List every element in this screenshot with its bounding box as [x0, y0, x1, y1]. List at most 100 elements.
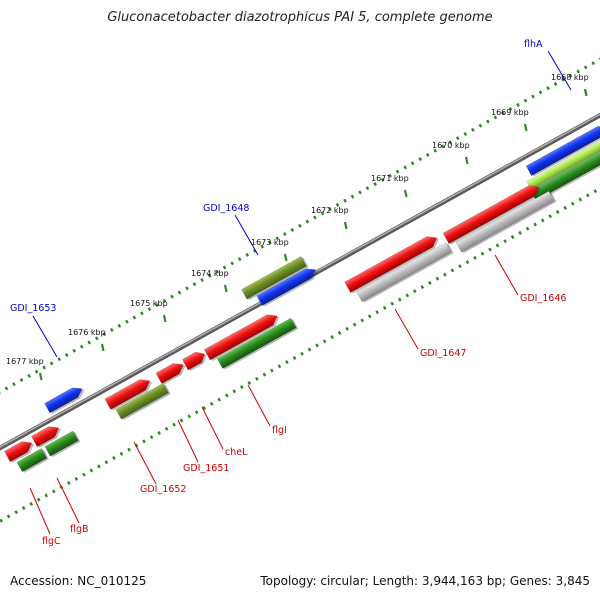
tick-dot	[142, 439, 146, 444]
feature-gdi1648-olive	[241, 256, 309, 301]
tick-dot	[51, 489, 56, 494]
tick-label: 1669 kbp	[491, 108, 529, 117]
tick-dot	[335, 202, 340, 207]
tick-dot	[155, 303, 159, 307]
tick-dot	[119, 451, 124, 456]
tick-dot	[380, 177, 385, 182]
tick-dot	[94, 336, 99, 341]
tick-dot	[157, 431, 161, 435]
tick-label: 1670 kbp	[432, 141, 470, 150]
tick-dot	[315, 343, 319, 348]
tick-mark	[343, 221, 348, 230]
tick-dot	[132, 315, 137, 320]
tick-dot	[255, 376, 259, 381]
tick-dot	[6, 514, 11, 519]
tick-labels: 1668 kbp 1669 kbp 1670 kbp 1671 kbp 1672 kbp…	[6, 73, 589, 381]
tick-dot	[27, 373, 31, 378]
tick-dot	[428, 280, 432, 285]
tick-dot	[343, 198, 347, 203]
tick-dot	[42, 365, 46, 370]
leader-line	[201, 406, 224, 450]
tick-dot	[410, 161, 415, 166]
tick-dot	[0, 390, 1, 395]
tick-dot	[12, 382, 16, 387]
topology-summary: Topology: circular; Length: 3,944,163 bp…	[260, 574, 590, 588]
tick-dot	[390, 301, 395, 306]
tick-dot	[388, 173, 392, 178]
tick-dot	[525, 226, 530, 231]
tick-dot	[531, 94, 535, 99]
tick-mark	[223, 284, 228, 293]
tick-dot	[290, 227, 295, 232]
tick-dot	[345, 326, 349, 331]
tick-dot	[19, 378, 24, 382]
tick-dot	[488, 247, 492, 252]
tick-dot	[162, 298, 167, 303]
tick-mark	[403, 189, 408, 198]
tick-dot	[305, 219, 310, 224]
tick-dot	[127, 447, 131, 452]
tick-dot	[478, 123, 483, 128]
tick-dot	[149, 435, 154, 440]
tick-dot	[66, 481, 71, 485]
tick-dot	[307, 347, 312, 352]
feature-gdi1647-red	[344, 236, 440, 294]
tick-dot	[585, 193, 590, 198]
tick-dot	[516, 102, 520, 107]
tick-dot	[230, 261, 235, 266]
tick-mark	[100, 343, 105, 352]
tick-dot	[57, 357, 62, 362]
tick-dot	[270, 368, 274, 373]
tick-dot	[29, 501, 34, 506]
tick-dot	[79, 344, 84, 349]
tick-dot	[140, 311, 144, 316]
tick-dot	[102, 332, 107, 337]
tick-dot	[179, 418, 184, 423]
tick-dot	[36, 497, 41, 502]
tick-dot	[74, 476, 79, 481]
tick-dot	[0, 518, 3, 523]
tick-dot	[194, 410, 199, 415]
tick-dot	[425, 152, 430, 157]
tick-dot	[87, 340, 92, 345]
leader-line	[247, 384, 271, 427]
gene-label: GDI_1648	[203, 203, 249, 214]
tick-mark	[283, 253, 288, 262]
tick-dot	[292, 356, 297, 360]
tick-dot	[360, 318, 365, 323]
tick-dot	[14, 510, 19, 515]
tick-dot	[267, 240, 272, 245]
tick-dot	[89, 468, 94, 473]
tick-dot	[237, 257, 242, 262]
tick-dot	[298, 223, 302, 228]
tick-label: 1674 kbp	[191, 269, 229, 278]
tick-dot	[440, 144, 445, 149]
tick-dot	[117, 323, 122, 328]
tick-mark	[464, 156, 469, 165]
tick-mark	[162, 314, 167, 323]
gene-label: GDI_1653	[10, 303, 56, 314]
tick-dot	[125, 319, 129, 324]
leader-line	[32, 315, 58, 358]
tick-dots	[0, 57, 600, 523]
tick-dot	[224, 393, 229, 398]
tick-dot	[322, 339, 327, 344]
feature-gdi1653-blue	[44, 387, 85, 414]
feature-flgi-red	[203, 314, 280, 362]
tick-dot	[350, 194, 355, 199]
tick-dot	[458, 264, 462, 269]
tick-dot	[367, 314, 372, 319]
tick-dot	[555, 210, 560, 214]
tick-dot	[570, 201, 575, 206]
tick-dot	[583, 65, 588, 70]
tick-dot	[443, 272, 447, 277]
tick-dot	[34, 369, 39, 374]
tick-label: 1675 kbp	[130, 299, 168, 308]
feature-gdi1648-blue	[256, 268, 318, 307]
tick-dot	[365, 186, 370, 191]
tick-dot	[405, 293, 410, 298]
feature-flgb-red	[31, 426, 62, 448]
feature-flgc-green	[16, 448, 50, 473]
tick-dot	[247, 381, 252, 385]
tick-mark	[38, 372, 43, 381]
